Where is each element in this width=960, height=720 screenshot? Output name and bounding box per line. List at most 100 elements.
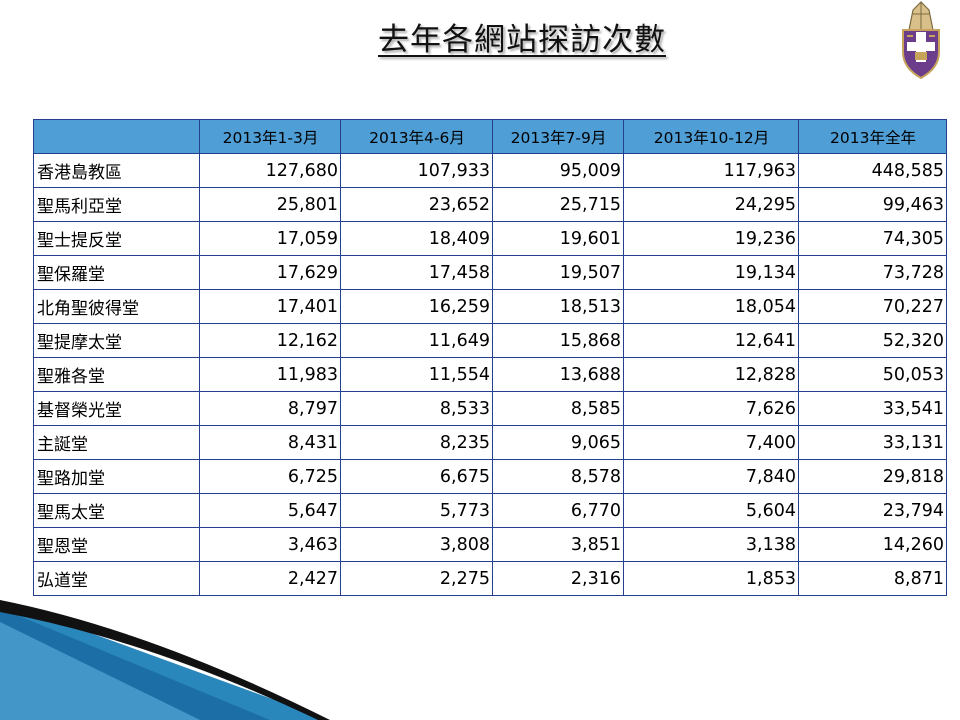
table-row: 聖恩堂 3,463 3,808 3,851 3,138 14,260 xyxy=(33,527,947,562)
cell-q3: 6,770 xyxy=(492,493,624,528)
column-header-q3: 2013年7-9月 xyxy=(492,119,624,154)
cell-full-year: 33,131 xyxy=(798,425,947,460)
cell-q2: 17,458 xyxy=(340,255,493,290)
cell-q2: 8,533 xyxy=(340,391,493,426)
cell-full-year: 70,227 xyxy=(798,289,947,324)
row-label: 弘道堂 xyxy=(33,561,200,596)
cell-q4: 18,054 xyxy=(623,289,799,324)
table-row: 香港島教區 127,680 107,933 95,009 117,963 448,585 xyxy=(33,153,947,188)
cell-full-year: 52,320 xyxy=(798,323,947,358)
cell-q2: 18,409 xyxy=(340,221,493,256)
cell-q4: 117,963 xyxy=(623,153,799,188)
table-row: 聖馬利亞堂 25,801 23,652 25,715 24,295 99,463 xyxy=(33,187,947,222)
cell-full-year: 23,794 xyxy=(798,493,947,528)
cell-q4: 12,828 xyxy=(623,357,799,392)
cell-q4: 3,138 xyxy=(623,527,799,562)
row-label: 主誕堂 xyxy=(33,425,200,460)
cell-q2: 3,808 xyxy=(340,527,493,562)
visits-table: 2013年1-3月 2013年4-6月 2013年7-9月 2013年10-12… xyxy=(33,119,947,596)
cell-full-year: 74,305 xyxy=(798,221,947,256)
cell-q2: 6,675 xyxy=(340,459,493,494)
page-title: 去年各網站探訪次數 xyxy=(378,22,666,58)
cell-full-year: 448,585 xyxy=(798,153,947,188)
cell-full-year: 8,871 xyxy=(798,561,947,596)
cell-q3: 95,009 xyxy=(492,153,624,188)
cell-q4: 19,134 xyxy=(623,255,799,290)
cell-q3: 18,513 xyxy=(492,289,624,324)
cell-q4: 19,236 xyxy=(623,221,799,256)
cell-q3: 15,868 xyxy=(492,323,624,358)
cell-q4: 5,604 xyxy=(623,493,799,528)
table-row: 聖雅各堂 11,983 11,554 13,688 12,828 50,053 xyxy=(33,357,947,392)
cell-q3: 19,507 xyxy=(492,255,624,290)
row-label: 聖馬太堂 xyxy=(33,493,200,528)
cell-q2: 16,259 xyxy=(340,289,493,324)
column-header-q1: 2013年1-3月 xyxy=(199,119,341,154)
cell-full-year: 73,728 xyxy=(798,255,947,290)
cell-q3: 8,585 xyxy=(492,391,624,426)
row-label: 聖馬利亞堂 xyxy=(33,187,200,222)
row-label: 聖雅各堂 xyxy=(33,357,200,392)
cell-q1: 127,680 xyxy=(199,153,341,188)
cell-q1: 25,801 xyxy=(199,187,341,222)
cell-q3: 19,601 xyxy=(492,221,624,256)
cell-q1: 5,647 xyxy=(199,493,341,528)
row-label: 聖士提反堂 xyxy=(33,221,200,256)
cell-q2: 107,933 xyxy=(340,153,493,188)
cell-q2: 2,275 xyxy=(340,561,493,596)
row-label: 聖保羅堂 xyxy=(33,255,200,290)
table-row: 北角聖彼得堂 17,401 16,259 18,513 18,054 70,227 xyxy=(33,289,947,324)
table-row: 聖士提反堂 17,059 18,409 19,601 19,236 74,305 xyxy=(33,221,947,256)
cell-q1: 2,427 xyxy=(199,561,341,596)
table-row: 聖馬太堂 5,647 5,773 6,770 5,604 23,794 xyxy=(33,493,947,528)
table-row: 聖提摩太堂 12,162 11,649 15,868 12,641 52,320 xyxy=(33,323,947,358)
cell-q4: 7,400 xyxy=(623,425,799,460)
cell-q4: 7,840 xyxy=(623,459,799,494)
table-row: 基督榮光堂 8,797 8,533 8,585 7,626 33,541 xyxy=(33,391,947,426)
cell-q1: 11,983 xyxy=(199,357,341,392)
cell-q3: 25,715 xyxy=(492,187,624,222)
row-label: 香港島教區 xyxy=(33,153,200,188)
cell-q3: 3,851 xyxy=(492,527,624,562)
row-label: 聖恩堂 xyxy=(33,527,200,562)
cell-q4: 24,295 xyxy=(623,187,799,222)
table-row: 弘道堂 2,427 2,275 2,316 1,853 8,871 xyxy=(33,561,947,596)
cell-q3: 9,065 xyxy=(492,425,624,460)
column-header-blank xyxy=(33,119,200,154)
decorative-swoosh xyxy=(0,600,330,720)
cell-q1: 6,725 xyxy=(199,459,341,494)
cell-q1: 17,629 xyxy=(199,255,341,290)
cell-q4: 7,626 xyxy=(623,391,799,426)
row-label: 基督榮光堂 xyxy=(33,391,200,426)
cell-q4: 12,641 xyxy=(623,323,799,358)
cell-q3: 13,688 xyxy=(492,357,624,392)
column-header-q4: 2013年10-12月 xyxy=(623,119,799,154)
cell-q2: 23,652 xyxy=(340,187,493,222)
cell-q4: 1,853 xyxy=(623,561,799,596)
cell-q1: 17,401 xyxy=(199,289,341,324)
cell-q2: 11,554 xyxy=(340,357,493,392)
cell-q2: 11,649 xyxy=(340,323,493,358)
cell-q2: 5,773 xyxy=(340,493,493,528)
cell-full-year: 29,818 xyxy=(798,459,947,494)
cell-q1: 3,463 xyxy=(199,527,341,562)
row-label: 北角聖彼得堂 xyxy=(33,289,200,324)
column-header-q2: 2013年4-6月 xyxy=(340,119,493,154)
cell-q1: 8,431 xyxy=(199,425,341,460)
column-header-full-year: 2013年全年 xyxy=(798,119,947,154)
row-label: 聖提摩太堂 xyxy=(33,323,200,358)
table-row: 聖保羅堂 17,629 17,458 19,507 19,134 73,728 xyxy=(33,255,947,290)
cell-full-year: 99,463 xyxy=(798,187,947,222)
table-row: 主誕堂 8,431 8,235 9,065 7,400 33,131 xyxy=(33,425,947,460)
table-row: 聖路加堂 6,725 6,675 8,578 7,840 29,818 xyxy=(33,459,947,494)
cell-q1: 12,162 xyxy=(199,323,341,358)
diocese-crest-icon xyxy=(902,1,940,80)
cell-full-year: 14,260 xyxy=(798,527,947,562)
row-label: 聖路加堂 xyxy=(33,459,200,494)
cell-full-year: 50,053 xyxy=(798,357,947,392)
cell-q2: 8,235 xyxy=(340,425,493,460)
cell-full-year: 33,541 xyxy=(798,391,947,426)
cell-q1: 8,797 xyxy=(199,391,341,426)
cell-q3: 8,578 xyxy=(492,459,624,494)
cell-q3: 2,316 xyxy=(492,561,624,596)
